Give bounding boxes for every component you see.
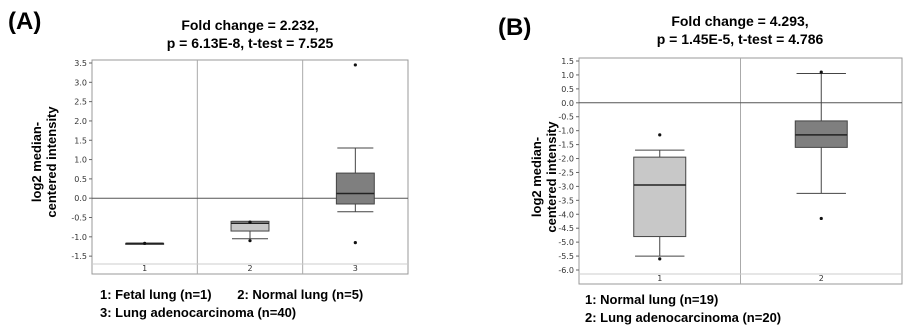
panel-a-title: Fold change = 2.232, p = 6.13E-8, t-test…: [90, 16, 410, 52]
panel-b-ytick-label: -1.0: [558, 127, 574, 136]
panel-a-ytick-label: -1.0: [71, 233, 87, 242]
panel-b-ytick-label: -1.5: [558, 141, 574, 150]
panel-a-category-label: 3: [353, 264, 358, 273]
panel-b-outlier-point: [658, 257, 662, 261]
panel-a-category-label: 2: [247, 264, 252, 273]
panel-a-ytick-label: 1.5: [74, 136, 87, 145]
panel-a-ytick-label: -0.5: [71, 214, 87, 223]
panel-a-ytick-label: 2.0: [74, 117, 87, 126]
panel-b-ytick-label: -0.5: [558, 113, 574, 122]
panel-b-ytick-label: -4.5: [558, 224, 574, 233]
panel-b-ytick-label: 1.5: [561, 57, 574, 66]
panel-a-ylabel: log2 median- centered intensity: [29, 82, 59, 242]
panel-a-category-label: 1: [142, 264, 147, 273]
panel-a-chart: 3.5 3.0 2.5 2.0 1.5 1.0 0.5 0.0 -0.5 -1.0 -1.5 1 2 3: [71, 59, 409, 275]
panel-a-box: [335, 172, 375, 205]
panel-b-ytick-label: -6.0: [558, 266, 574, 275]
panel-b-outlier-point: [658, 133, 662, 137]
panel-a-ytick-label: 0.5: [74, 175, 87, 184]
panel-a-legend: 1: Fetal lung (n=1) 2: Normal lung (n=5)…: [100, 286, 363, 322]
panel-a-ytick-label: 3.5: [74, 59, 87, 68]
panel-a-ytick-label: 2.5: [74, 98, 87, 107]
panel-a-legend-item-2: 2: Normal lung (n=5): [237, 287, 364, 302]
panel-a-ytick-label: -1.5: [71, 252, 87, 261]
panel-b-outlier-point: [819, 70, 823, 74]
panel-a-label: (A): [8, 8, 42, 35]
panel-b-category-label: 2: [819, 274, 824, 283]
panel-b-ytick-label: -2.0: [558, 155, 574, 164]
panel-a-title-line2: p = 6.13E-8, t-test = 7.525: [166, 35, 334, 51]
panel-a-ylabel-line1: log2 median-: [29, 121, 44, 203]
panel-a-outlier-point: [353, 241, 357, 245]
panel-b-legend-item-2: 2: Lung adenocarcinoma (n=20): [585, 310, 782, 325]
panel-b-title-line2: p = 1.45E-5, t-test = 4.786: [656, 31, 824, 47]
panel-b-ytick-label: -2.5: [558, 168, 574, 177]
panel-b-legend: 1: Normal lung (n=19) 2: Lung adenocarci…: [585, 291, 781, 327]
panel-b-ytick-label: 0.0: [561, 99, 574, 108]
panel-a-outlier-point: [248, 220, 252, 224]
panel-b-box: [633, 156, 687, 238]
panel-a-legend-item-1: 1: Fetal lung (n=1): [100, 287, 212, 302]
panel-b-ytick-label: 0.5: [561, 85, 574, 94]
panel-b-title: Fold change = 4.293, p = 1.45E-5, t-test…: [590, 12, 890, 48]
panel-a-outlier-point: [353, 63, 357, 67]
panel-a-ytick-label: 0.0: [74, 194, 87, 203]
panel-b-chart: 1.5 1.0 0.5 0.0 -0.5 -1.0 -1.5 -2.0 -2.5 -3.0 -3.5…: [558, 57, 903, 285]
panel-b-category-label: 1: [657, 274, 662, 283]
panel-a-title-line1: Fold change = 2.232,: [181, 17, 319, 33]
panel-b-ytick-label: -3.0: [558, 182, 574, 191]
panel-b-outlier-point: [819, 216, 823, 221]
panel-b-ytick-label: 1.0: [561, 71, 574, 80]
panel-b-ytick-label: -5.5: [558, 252, 574, 261]
panel-b-label: (B): [498, 14, 532, 41]
panel-a-ytick-label: 3.0: [74, 78, 87, 87]
panel-b-ytick-label: -3.5: [558, 196, 574, 205]
panel-a-outlier-point: [143, 241, 147, 245]
panel-b-ytick-label: -4.0: [558, 210, 574, 219]
panel-a-ytick-label: 1.0: [74, 156, 87, 165]
panel-a-legend-item-3: 3: Lung adenocarcinoma (n=40): [100, 305, 297, 320]
panel-a-ylabel-line2: centered intensity: [44, 106, 59, 218]
panel-b-legend-item-1: 1: Normal lung (n=19): [585, 292, 719, 307]
panel-b-title-line1: Fold change = 4.293,: [671, 13, 809, 29]
panel-b-ytick-label: -5.0: [558, 238, 574, 247]
panel-a-outlier-point: [248, 239, 252, 243]
